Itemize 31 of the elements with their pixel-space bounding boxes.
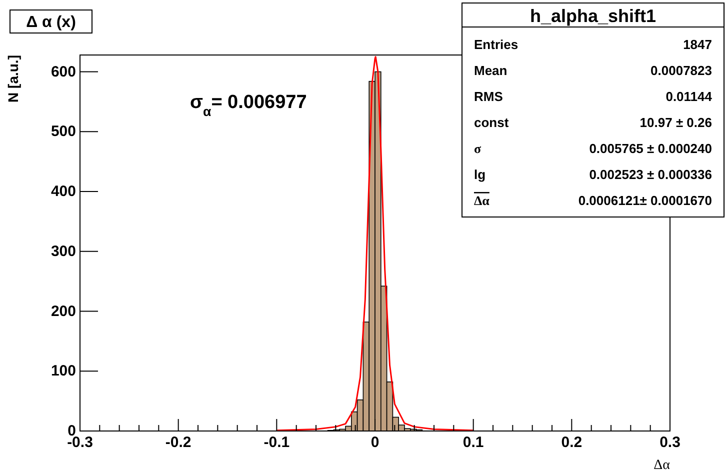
annotation: σ (474, 141, 482, 156)
x-axis-title: Δα (654, 458, 671, 473)
annotation: 0.002523 ± 0.000336 (589, 167, 712, 182)
annotation: 0.01144 (666, 89, 713, 104)
annotation: Δα (474, 193, 490, 208)
annotation: σ$_{α}$= 0.006977 (190, 92, 307, 118)
text: 1847 (683, 37, 712, 52)
y-axis-title: N [a.u.] (5, 55, 21, 102)
text: Entries (474, 37, 518, 52)
annotation: lg (474, 167, 486, 182)
x-tick-label: 0.2 (561, 434, 582, 451)
y-tick-label: 600 (50, 63, 76, 80)
annotation: const (474, 115, 510, 130)
y-tick-label: 200 (50, 302, 76, 320)
y-tick-label: 300 (50, 242, 76, 260)
annotation: RMS (474, 89, 504, 104)
x-tick-label: 0.1 (462, 434, 484, 451)
annotation: Mean (474, 63, 508, 78)
x-tick-label: -0.1 (264, 434, 290, 451)
annotation: 0.0006121± 0.0001670 (578, 193, 712, 208)
annotation: 0.005765 ± 0.000240 (589, 141, 712, 156)
x-tick-label: 0.3 (660, 434, 680, 451)
chart-title: Δ α (x) (26, 14, 76, 31)
y-tick-label: 400 (50, 183, 76, 200)
annotation: 0.0007823 (650, 63, 712, 78)
y-tick-label: 100 (50, 362, 76, 380)
x-tick-label: 0 (370, 434, 380, 451)
annotation: 10.97 ± 0.26 (640, 115, 712, 130)
x-tick-label: -0.2 (165, 434, 192, 451)
y-tick-label: 500 (50, 123, 76, 140)
text: h_alpha_shift1 (530, 6, 656, 26)
